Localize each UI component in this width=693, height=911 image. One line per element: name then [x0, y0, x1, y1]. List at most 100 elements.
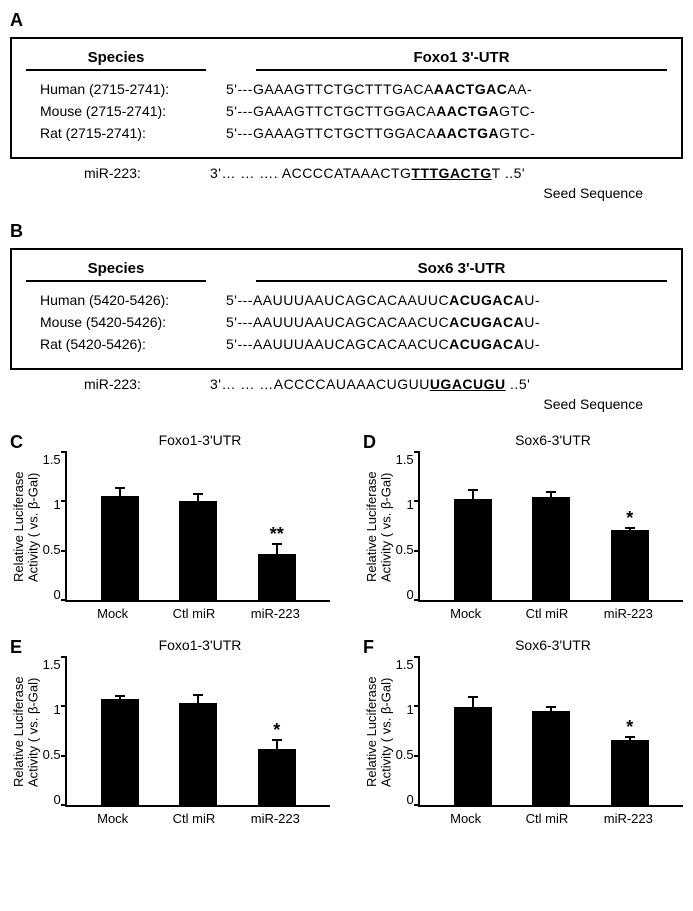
- sequence: 5'---GAAAGTTCTGCTTTGACAAACTGACAA-: [226, 81, 532, 97]
- chart-c-title: Foxo1-3'UTR: [70, 432, 330, 448]
- bar-group: [95, 677, 145, 805]
- seq-row: Human (2715-2741): 5'---GAAAGTTCTGCTTTGA…: [26, 81, 667, 97]
- species-name: Rat (2715-2741):: [26, 125, 226, 141]
- charts-row-1: C Foxo1-3'UTR Relative LuciferaseActivit…: [10, 432, 683, 621]
- species-name: Rat (5420-5426):: [26, 336, 226, 352]
- panel-a-label: A: [10, 10, 23, 31]
- x-axis-labels: Mock Ctl miR miR-223: [10, 807, 330, 826]
- species-header: Species: [26, 49, 206, 71]
- seq-row: Mouse (5420-5426): 5'---AAUUUAAUCAGCACAA…: [26, 314, 667, 330]
- sequence: 5'---AAUUUAAUCAGCACAAUUCACUGACAU-: [226, 292, 540, 308]
- plot-region: *: [65, 657, 330, 807]
- plot-region: *: [418, 452, 683, 602]
- sequence: 5'---GAAAGTTCTGCTTGGACAAACTGAGTC-: [226, 103, 535, 119]
- error-bar: [629, 736, 631, 740]
- bar-group: [448, 471, 498, 600]
- panel-b-box: Species Sox6 3'-UTR Human (5420-5426): 5…: [10, 248, 683, 370]
- error-bar: [472, 696, 474, 707]
- error-bar: [472, 489, 474, 500]
- utr-header: Sox6 3'-UTR: [256, 260, 667, 282]
- chart-area: Relative LuciferaseActivity ( vs. β-Gal)…: [10, 657, 330, 807]
- sequence: 5'---AAUUUAAUCAGCACAACUCACUGACAU-: [226, 336, 540, 352]
- bar: [532, 711, 570, 805]
- bar: [179, 501, 217, 600]
- y-axis-label: Relative LuciferaseActivity ( vs. β-Gal): [363, 657, 396, 807]
- chart-f-title: Sox6-3'UTR: [423, 637, 683, 653]
- sequence: 5'---GAAAGTTCTGCTTGGACAAACTGAGTC-: [226, 125, 535, 141]
- significance-mark: *: [273, 721, 280, 739]
- bar: [258, 554, 296, 600]
- y-axis-label: Relative LuciferaseActivity ( vs. β-Gal): [363, 452, 396, 602]
- bar: [258, 749, 296, 805]
- seed-sequence-label: Seed Sequence: [10, 396, 683, 412]
- chart-area: Relative LuciferaseActivity ( vs. β-Gal)…: [363, 452, 683, 602]
- chart-f-label: F: [363, 637, 374, 658]
- utr-header: Foxo1 3'-UTR: [256, 49, 667, 71]
- mir-row: miR-223: 3'… … …. ACCCCATAAACTGTTTGACTGT…: [24, 165, 683, 181]
- panel-a-header: Species Foxo1 3'-UTR: [26, 49, 667, 71]
- significance-mark: *: [626, 718, 633, 736]
- sequence: 5'---AAUUUAAUCAGCACAACUCACUGACAU-: [226, 314, 540, 330]
- chart-d-label: D: [363, 432, 376, 453]
- y-axis-ticks: 1.5 1 0.5 0: [396, 452, 418, 602]
- error-bar: [119, 695, 121, 700]
- error-bar: [197, 493, 199, 501]
- y-axis-ticks: 1.5 1 0.5 0: [396, 657, 418, 807]
- bar: [101, 699, 139, 805]
- bar-group: [526, 688, 576, 805]
- chart-e-title: Foxo1-3'UTR: [70, 637, 330, 653]
- charts-row-2: E Foxo1-3'UTR Relative LuciferaseActivit…: [10, 637, 683, 826]
- bar-group: *: [605, 718, 655, 805]
- seq-row: Human (5420-5426): 5'---AAUUUAAUCAGCACAA…: [26, 292, 667, 308]
- seq-row: Rat (5420-5426): 5'---AAUUUAAUCAGCACAACU…: [26, 336, 667, 352]
- bar: [179, 703, 217, 805]
- species-name: Human (2715-2741):: [26, 81, 226, 97]
- chart-e: E Foxo1-3'UTR Relative LuciferaseActivit…: [10, 637, 330, 826]
- error-bar: [550, 706, 552, 711]
- bar: [101, 496, 139, 600]
- bar-group: [173, 676, 223, 805]
- y-axis-ticks: 1.5 1 0.5 0: [43, 657, 65, 807]
- error-bar: [276, 543, 278, 554]
- error-bar: [276, 739, 278, 749]
- seq-row: Rat (2715-2741): 5'---GAAAGTTCTGCTTGGACA…: [26, 125, 667, 141]
- mir-label: miR-223:: [24, 376, 210, 392]
- mir-sequence: 3'… … …. ACCCCATAAACTGTTTGACTGT ..5': [210, 165, 525, 181]
- species-name: Human (5420-5426):: [26, 292, 226, 308]
- species-header: Species: [26, 260, 206, 282]
- bar: [611, 530, 649, 600]
- panel-a-box: Species Foxo1 3'-UTR Human (2715-2741): …: [10, 37, 683, 159]
- panel-b-label: B: [10, 221, 23, 242]
- panel-b-header: Species Sox6 3'-UTR: [26, 260, 667, 282]
- chart-e-label: E: [10, 637, 22, 658]
- error-bar: [119, 487, 121, 497]
- bar: [454, 499, 492, 600]
- x-axis-labels: Mock Ctl miR miR-223: [363, 602, 683, 621]
- species-name: Mouse (5420-5426):: [26, 314, 226, 330]
- error-bar: [550, 491, 552, 497]
- mir-label: miR-223:: [24, 165, 210, 181]
- plot-region: **: [65, 452, 330, 602]
- error-bar: [629, 527, 631, 530]
- significance-mark: *: [626, 509, 633, 527]
- bar-group: [526, 473, 576, 600]
- bar-group: [95, 469, 145, 600]
- bar: [532, 497, 570, 600]
- species-name: Mouse (2715-2741):: [26, 103, 226, 119]
- chart-c: C Foxo1-3'UTR Relative LuciferaseActivit…: [10, 432, 330, 621]
- panel-b: B Species Sox6 3'-UTR Human (5420-5426):…: [10, 221, 683, 412]
- seq-row: Mouse (2715-2741): 5'---GAAAGTTCTGCTTGGA…: [26, 103, 667, 119]
- significance-mark: **: [270, 525, 284, 543]
- chart-c-label: C: [10, 432, 23, 453]
- seed-sequence-label: Seed Sequence: [10, 185, 683, 201]
- error-bar: [197, 694, 199, 704]
- bar-group: **: [252, 525, 302, 600]
- bar: [454, 707, 492, 805]
- chart-d: D Sox6-3'UTR Relative LuciferaseActivity…: [363, 432, 683, 621]
- y-axis-ticks: 1.5 1 0.5 0: [43, 452, 65, 602]
- panel-a: A Species Foxo1 3'-UTR Human (2715-2741)…: [10, 10, 683, 201]
- x-axis-labels: Mock Ctl miR miR-223: [10, 602, 330, 621]
- chart-area: Relative LuciferaseActivity ( vs. β-Gal)…: [363, 657, 683, 807]
- chart-d-title: Sox6-3'UTR: [423, 432, 683, 448]
- chart-f: F Sox6-3'UTR Relative LuciferaseActivity…: [363, 637, 683, 826]
